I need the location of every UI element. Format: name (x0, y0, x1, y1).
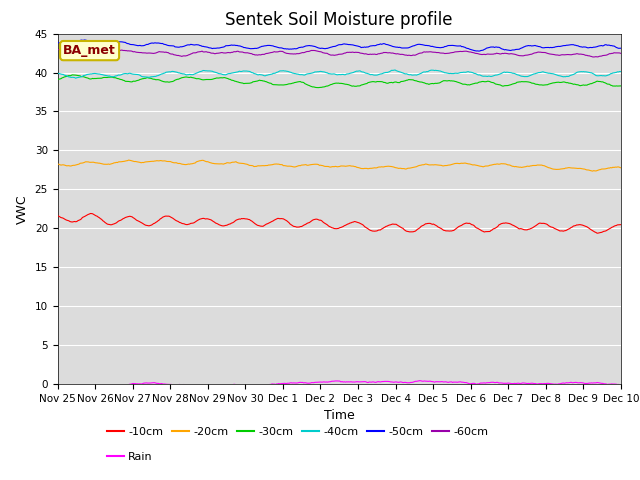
Y-axis label: VWC: VWC (16, 194, 29, 224)
X-axis label: Time: Time (324, 409, 355, 422)
Title: Sentek Soil Moisture profile: Sentek Soil Moisture profile (225, 11, 453, 29)
Text: BA_met: BA_met (63, 44, 116, 57)
Legend: Rain: Rain (102, 447, 157, 466)
